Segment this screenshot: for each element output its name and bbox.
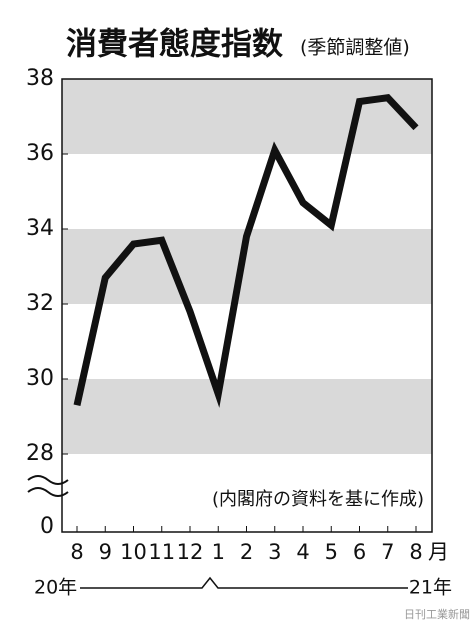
x-tick-label: 8 xyxy=(70,540,83,564)
year-start: 20年 xyxy=(34,577,77,599)
x-tick-label: 3 xyxy=(268,540,281,564)
y-tick-label: 30 xyxy=(26,366,54,391)
y-tick-label: 38 xyxy=(26,66,54,91)
y-tick-label: 36 xyxy=(26,141,54,166)
x-tick-label: 9 xyxy=(99,540,112,564)
credit: 日刊工業新聞 xyxy=(404,607,470,621)
x-tick-label: 8 xyxy=(409,540,422,564)
x-tick-label: 6 xyxy=(353,540,366,564)
y-tick-label: 32 xyxy=(26,291,54,316)
x-unit: 月 xyxy=(428,540,449,564)
x-tick-label: 7 xyxy=(381,540,394,564)
year-bracket xyxy=(80,576,408,589)
x-tick-label: 12 xyxy=(177,540,204,564)
x-tick-label: 10 xyxy=(120,540,147,564)
y-tick-label: 28 xyxy=(26,441,54,466)
x-tick-label: 4 xyxy=(296,540,309,564)
y-break-label: 0 xyxy=(40,514,54,539)
band xyxy=(62,379,432,454)
data-line xyxy=(73,94,419,408)
chart-title: 消費者態度指数 xyxy=(66,27,283,63)
x-tick-label: 2 xyxy=(240,540,253,564)
x-tick-label: 5 xyxy=(325,540,338,564)
y-tick-label: 34 xyxy=(26,216,54,241)
source-note: (内閣府の資料を基に作成) xyxy=(212,489,424,510)
year-end: 21年 xyxy=(409,577,452,599)
x-tick-label: 1 xyxy=(212,540,225,564)
chart-subtitle: (季節調整値) xyxy=(300,37,410,59)
x-tick-label: 11 xyxy=(148,540,175,564)
band xyxy=(62,79,432,154)
